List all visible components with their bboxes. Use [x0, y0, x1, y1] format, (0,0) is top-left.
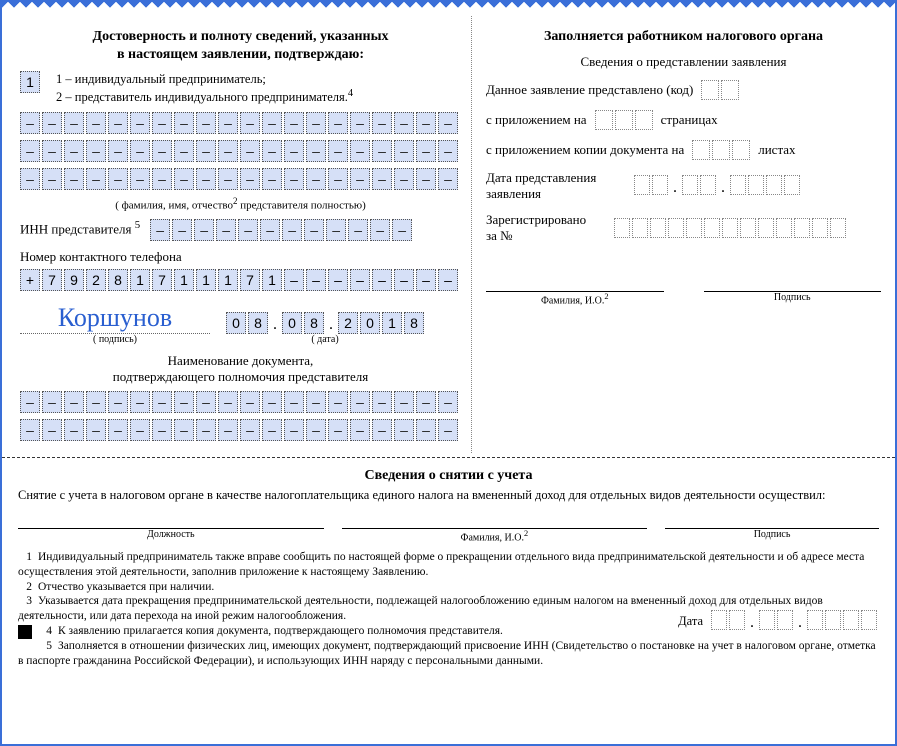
- officer-sig-row: Фамилия, И.О.2 Подпись: [486, 268, 881, 306]
- date-cells[interactable]: 08.08.2018: [226, 312, 424, 334]
- type-code-value: 1: [20, 71, 40, 93]
- signature-date-row: Коршунов ( подпись) 08.08.2018 ( дата): [20, 303, 461, 345]
- sheets-label-a: с приложением копии документа на: [486, 142, 684, 158]
- position-caption: Должность: [18, 529, 324, 540]
- submission-date-label: Дата представления заявления: [486, 170, 626, 202]
- right-sub: Сведения о представлении заявления: [486, 54, 881, 70]
- pages-label-b: страницах: [661, 112, 718, 128]
- reg-number-row: Зарегистрированоза №: [486, 212, 881, 244]
- fn2: 2Отчество указывается при наличии.: [18, 580, 879, 595]
- date-col: 08.08.2018 ( дата): [226, 312, 424, 345]
- signature-col: Коршунов ( подпись): [20, 303, 210, 345]
- left-heading-l2: в настоящем заявлении, подтверждаю:: [117, 47, 364, 62]
- sheets-row: с приложением копии документа на листах: [486, 140, 881, 160]
- fio-col: Фамилия, И.О.2: [342, 509, 648, 543]
- phone-label: Номер контактного телефона: [20, 249, 461, 265]
- fn5: 5Заполняется в отношении физических лиц,…: [18, 639, 879, 669]
- submission-date-row: Дата представления заявления ..: [486, 170, 881, 202]
- sign-line[interactable]: [665, 509, 879, 529]
- officer-sign-line[interactable]: [704, 268, 882, 292]
- pages-row: с приложением на страницах: [486, 110, 881, 130]
- phone-cells[interactable]: +79281711171––––––––: [20, 269, 461, 291]
- dereg-text: Снятие с учета в налоговом органе в каче…: [18, 488, 879, 503]
- tax-officer-section: Заполняется работником налогового органа…: [472, 16, 895, 453]
- right-heading: Заполняется работником налогового органа: [486, 28, 881, 46]
- signature-value[interactable]: Коршунов: [20, 303, 210, 334]
- doc-name-l1: Наименование документа,: [168, 353, 314, 368]
- date-caption: ( дата): [226, 334, 424, 345]
- type-options: 1 – индивидуальный предприниматель; 2 – …: [56, 71, 353, 106]
- sign-col: Подпись: [665, 509, 879, 543]
- fn1: 1Индивидуальный предприниматель также вп…: [18, 550, 879, 580]
- officer-fio-caption: Фамилия, И.О.2: [486, 292, 664, 306]
- pages-label-a: с приложением на: [486, 112, 587, 128]
- pages-cells[interactable]: [595, 110, 653, 130]
- dereg-date-cells[interactable]: ..: [711, 610, 877, 632]
- dereg-title: Сведения о снятии с учета: [18, 468, 879, 484]
- inn-row: ИНН представителя 5 ––––––––––––: [20, 219, 461, 241]
- position-col: Должность: [18, 509, 324, 543]
- footnote-4-ref: 4: [348, 88, 353, 99]
- top-zigzag-decor: [2, 2, 895, 16]
- doc-name-l2: подтверждающего полномочия представителя: [113, 369, 369, 384]
- fio-line[interactable]: [342, 509, 648, 529]
- officer-fio-line[interactable]: [486, 268, 664, 292]
- reg-number-label: Зарегистрированоза №: [486, 212, 606, 244]
- submission-code-row: Данное заявление представлено (код): [486, 80, 881, 100]
- type-opt1: 1 – индивидуальный предприниматель;: [56, 72, 266, 86]
- doc-name-block: Наименование документа, подтверждающего …: [20, 353, 461, 385]
- deregistration-section: Сведения о снятии с учета Снятие с учета…: [2, 462, 895, 669]
- rep-name-cells[interactable]: ––––––––––––––––––––––––––––––––––––––––…: [20, 112, 461, 190]
- fio-caption: Фамилия, И.О.2: [342, 529, 648, 543]
- rep-name-caption: ( фамилия, имя, отчество2 представителя …: [20, 196, 461, 212]
- sheets-cells[interactable]: [692, 140, 750, 160]
- dereg-date-label: Дата: [678, 614, 703, 629]
- doc-cells[interactable]: ––––––––––––––––––––––––––––––––––––––––: [20, 391, 461, 441]
- dereg-date-block: Дата ..: [678, 610, 877, 632]
- inn-cells[interactable]: ––––––––––––: [150, 219, 412, 241]
- section-divider: [2, 457, 895, 458]
- form-page: Достоверность и полноту сведений, указан…: [0, 0, 897, 746]
- position-line[interactable]: [18, 509, 324, 529]
- type-row: 1 1 – индивидуальный предприниматель; 2 …: [20, 71, 461, 106]
- sheets-label-b: листах: [758, 142, 795, 158]
- officer-sign-caption: Подпись: [704, 292, 882, 303]
- type-code-cell[interactable]: 1: [20, 71, 40, 93]
- officer-sign-col: Подпись: [704, 268, 882, 306]
- top-section: Достоверность и полноту сведений, указан…: [2, 16, 895, 453]
- officer-fio-col: Фамилия, И.О.2: [486, 268, 664, 306]
- type-opt2: 2 – представитель индивидуального предпр…: [56, 90, 348, 104]
- applicant-section: Достоверность и полноту сведений, указан…: [2, 16, 472, 453]
- sign-caption: Подпись: [665, 529, 879, 540]
- left-heading-l1: Достоверность и полноту сведений, указан…: [92, 29, 388, 44]
- signature-caption: ( подпись): [20, 334, 210, 345]
- dereg-sig-row: Должность Фамилия, И.О.2 Подпись: [18, 509, 879, 543]
- submission-date-cells[interactable]: ..: [634, 175, 800, 197]
- inn-label: ИНН представителя 5: [20, 219, 140, 237]
- reg-number-cells[interactable]: [614, 218, 846, 238]
- submission-code-cells[interactable]: [701, 80, 739, 100]
- submission-code-label: Данное заявление представлено (код): [486, 82, 693, 98]
- left-heading: Достоверность и полноту сведений, указан…: [20, 28, 461, 63]
